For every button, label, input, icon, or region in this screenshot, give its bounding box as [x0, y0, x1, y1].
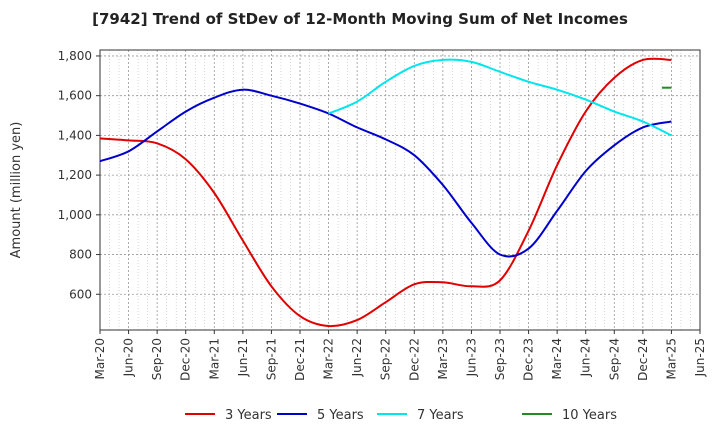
x-tick-label: Jun-24 [579, 338, 593, 377]
x-tick-label: Sep-21 [264, 338, 278, 380]
x-tick-label: Mar-23 [436, 338, 450, 379]
x-tick-label: Jun-21 [236, 338, 250, 377]
legend-label: 3 Years [225, 408, 272, 423]
x-tick-label: Sep-22 [379, 338, 393, 380]
y-axis-title: Amount (million yen) [9, 122, 24, 259]
x-tick-label: Dec-22 [407, 338, 421, 381]
plot-area [99, 49, 701, 331]
x-tick-label: Mar-22 [322, 338, 336, 379]
legend: 3 Years 5 Years 7 Years 10 Years [185, 408, 617, 423]
x-tick-label: Dec-24 [636, 338, 650, 381]
x-tick-label: Sep-23 [493, 338, 507, 380]
x-tick-label: Mar-20 [93, 338, 107, 379]
grid-lines [100, 50, 700, 330]
legend-label: 7 Years [417, 408, 464, 423]
chart-title: [7942] Trend of StDev of 12-Month Moving… [92, 10, 628, 28]
y-tick-label: 1,800 [58, 49, 92, 63]
y-axis-ticks: 600 800 1,000 1,200 1,400 1,600 1,800 [58, 49, 100, 301]
x-tick-label: Sep-24 [607, 338, 621, 380]
x-tick-label: Jun-20 [122, 338, 136, 377]
x-tick-label: Dec-21 [293, 338, 307, 381]
x-tick-label: Jun-22 [350, 338, 364, 377]
y-tick-label: 1,600 [58, 89, 92, 103]
x-tick-label: Sep-20 [150, 338, 164, 380]
y-tick-label: 800 [69, 248, 92, 262]
legend-label: 5 Years [317, 408, 364, 423]
x-tick-label: Dec-23 [522, 338, 536, 381]
series-line-5-years [99, 88, 672, 258]
series-line-3-years [99, 57, 672, 328]
legend-label: 10 Years [562, 408, 617, 423]
series-line-7-years [328, 58, 672, 137]
x-tick-label: Mar-25 [664, 338, 678, 379]
y-tick-label: 1,400 [58, 128, 92, 142]
x-tick-label: Dec-20 [179, 338, 193, 381]
series-lines [99, 57, 672, 328]
x-tick-label: Jun-25 [693, 338, 707, 377]
x-tick-label: Jun-23 [464, 338, 478, 377]
y-tick-label: 600 [69, 287, 92, 301]
y-tick-label: 1,200 [58, 168, 92, 182]
x-tick-label: Mar-21 [207, 338, 221, 379]
x-tick-label: Mar-24 [550, 338, 564, 379]
x-axis-ticks: Mar-20 Jun-20 Sep-20 Dec-20 Mar-21 Jun-21 Sep-… [93, 330, 707, 381]
y-tick-label: 1,000 [58, 208, 92, 222]
